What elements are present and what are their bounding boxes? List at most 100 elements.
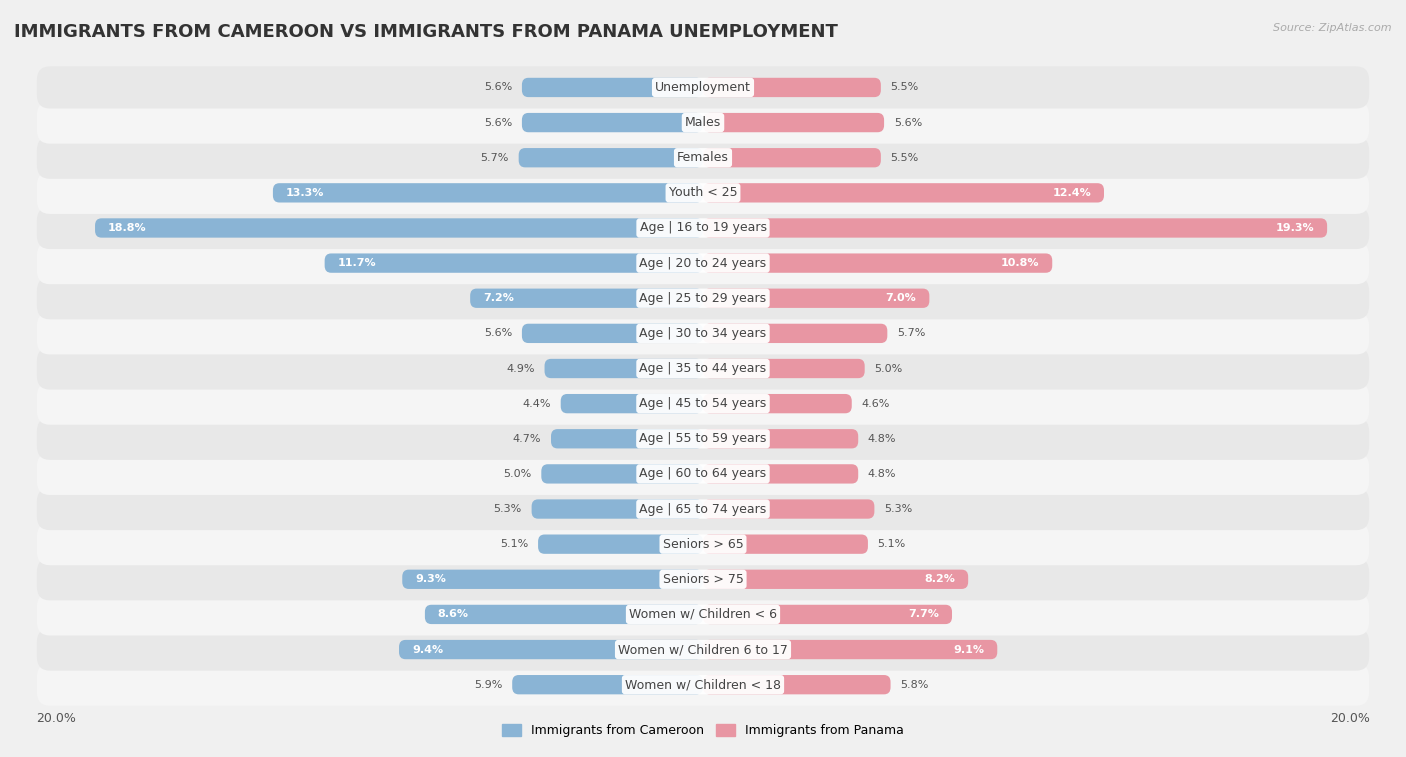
Text: 8.6%: 8.6% [437, 609, 468, 619]
Text: Unemployment: Unemployment [655, 81, 751, 94]
Text: Age | 45 to 54 years: Age | 45 to 54 years [640, 397, 766, 410]
Text: 13.3%: 13.3% [285, 188, 325, 198]
Text: 5.0%: 5.0% [875, 363, 903, 373]
FancyBboxPatch shape [522, 324, 703, 343]
Text: 9.1%: 9.1% [953, 644, 984, 655]
Text: Women w/ Children 6 to 17: Women w/ Children 6 to 17 [619, 643, 787, 656]
Text: 4.4%: 4.4% [523, 399, 551, 409]
FancyBboxPatch shape [522, 113, 703, 132]
Text: 4.9%: 4.9% [506, 363, 534, 373]
Text: Youth < 25: Youth < 25 [669, 186, 737, 199]
FancyBboxPatch shape [703, 113, 884, 132]
FancyBboxPatch shape [703, 605, 952, 624]
FancyBboxPatch shape [703, 148, 880, 167]
FancyBboxPatch shape [512, 675, 703, 694]
Text: 10.8%: 10.8% [1001, 258, 1039, 268]
Text: 5.7%: 5.7% [481, 153, 509, 163]
FancyBboxPatch shape [37, 67, 1369, 108]
FancyBboxPatch shape [703, 500, 875, 519]
Text: Age | 16 to 19 years: Age | 16 to 19 years [640, 222, 766, 235]
FancyBboxPatch shape [37, 277, 1369, 319]
FancyBboxPatch shape [519, 148, 703, 167]
FancyBboxPatch shape [703, 429, 858, 448]
Text: 5.9%: 5.9% [474, 680, 502, 690]
FancyBboxPatch shape [703, 359, 865, 378]
Text: 4.8%: 4.8% [868, 434, 897, 444]
Text: 5.6%: 5.6% [484, 83, 512, 92]
FancyBboxPatch shape [703, 675, 890, 694]
FancyBboxPatch shape [470, 288, 703, 308]
FancyBboxPatch shape [531, 500, 703, 519]
FancyBboxPatch shape [703, 464, 858, 484]
FancyBboxPatch shape [425, 605, 703, 624]
FancyBboxPatch shape [37, 172, 1369, 214]
Text: 4.7%: 4.7% [513, 434, 541, 444]
FancyBboxPatch shape [96, 218, 703, 238]
Text: Age | 60 to 64 years: Age | 60 to 64 years [640, 467, 766, 481]
FancyBboxPatch shape [37, 453, 1369, 495]
FancyBboxPatch shape [37, 136, 1369, 179]
FancyBboxPatch shape [37, 593, 1369, 636]
FancyBboxPatch shape [37, 488, 1369, 530]
FancyBboxPatch shape [561, 394, 703, 413]
FancyBboxPatch shape [325, 254, 703, 273]
Legend: Immigrants from Cameroon, Immigrants from Panama: Immigrants from Cameroon, Immigrants fro… [498, 719, 908, 743]
Text: 7.0%: 7.0% [886, 293, 917, 304]
Text: Males: Males [685, 116, 721, 129]
FancyBboxPatch shape [37, 664, 1369, 706]
FancyBboxPatch shape [37, 313, 1369, 354]
FancyBboxPatch shape [703, 288, 929, 308]
FancyBboxPatch shape [703, 183, 1104, 203]
Text: Age | 30 to 34 years: Age | 30 to 34 years [640, 327, 766, 340]
Text: Age | 55 to 59 years: Age | 55 to 59 years [640, 432, 766, 445]
Text: 5.6%: 5.6% [484, 329, 512, 338]
FancyBboxPatch shape [37, 628, 1369, 671]
FancyBboxPatch shape [703, 78, 880, 97]
FancyBboxPatch shape [37, 418, 1369, 459]
Text: 5.6%: 5.6% [484, 117, 512, 128]
FancyBboxPatch shape [541, 464, 703, 484]
Text: Age | 35 to 44 years: Age | 35 to 44 years [640, 362, 766, 375]
Text: 5.1%: 5.1% [877, 539, 905, 549]
Text: Females: Females [678, 151, 728, 164]
Text: 7.2%: 7.2% [484, 293, 515, 304]
Text: 19.3%: 19.3% [1275, 223, 1315, 233]
Text: 5.7%: 5.7% [897, 329, 925, 338]
FancyBboxPatch shape [273, 183, 703, 203]
Text: 9.3%: 9.3% [415, 575, 446, 584]
Text: 5.1%: 5.1% [501, 539, 529, 549]
Text: 12.4%: 12.4% [1052, 188, 1091, 198]
FancyBboxPatch shape [538, 534, 703, 554]
FancyBboxPatch shape [37, 523, 1369, 565]
FancyBboxPatch shape [37, 558, 1369, 600]
Text: 5.6%: 5.6% [894, 117, 922, 128]
Text: Age | 65 to 74 years: Age | 65 to 74 years [640, 503, 766, 516]
FancyBboxPatch shape [703, 254, 1052, 273]
Text: Source: ZipAtlas.com: Source: ZipAtlas.com [1274, 23, 1392, 33]
Text: 5.5%: 5.5% [890, 153, 918, 163]
Text: 4.6%: 4.6% [862, 399, 890, 409]
Text: IMMIGRANTS FROM CAMEROON VS IMMIGRANTS FROM PANAMA UNEMPLOYMENT: IMMIGRANTS FROM CAMEROON VS IMMIGRANTS F… [14, 23, 838, 41]
Text: 5.3%: 5.3% [494, 504, 522, 514]
FancyBboxPatch shape [37, 242, 1369, 284]
Text: Seniors > 75: Seniors > 75 [662, 573, 744, 586]
FancyBboxPatch shape [703, 218, 1327, 238]
FancyBboxPatch shape [703, 640, 997, 659]
FancyBboxPatch shape [544, 359, 703, 378]
Text: Women w/ Children < 18: Women w/ Children < 18 [626, 678, 780, 691]
FancyBboxPatch shape [703, 534, 868, 554]
FancyBboxPatch shape [37, 207, 1369, 249]
FancyBboxPatch shape [703, 394, 852, 413]
FancyBboxPatch shape [402, 569, 703, 589]
Text: 8.2%: 8.2% [924, 575, 955, 584]
FancyBboxPatch shape [37, 382, 1369, 425]
Text: 4.8%: 4.8% [868, 469, 897, 479]
FancyBboxPatch shape [37, 347, 1369, 390]
Text: 5.5%: 5.5% [890, 83, 918, 92]
Text: Age | 25 to 29 years: Age | 25 to 29 years [640, 291, 766, 305]
FancyBboxPatch shape [37, 101, 1369, 144]
Text: Age | 20 to 24 years: Age | 20 to 24 years [640, 257, 766, 269]
FancyBboxPatch shape [551, 429, 703, 448]
Text: 5.0%: 5.0% [503, 469, 531, 479]
Text: 9.4%: 9.4% [412, 644, 443, 655]
